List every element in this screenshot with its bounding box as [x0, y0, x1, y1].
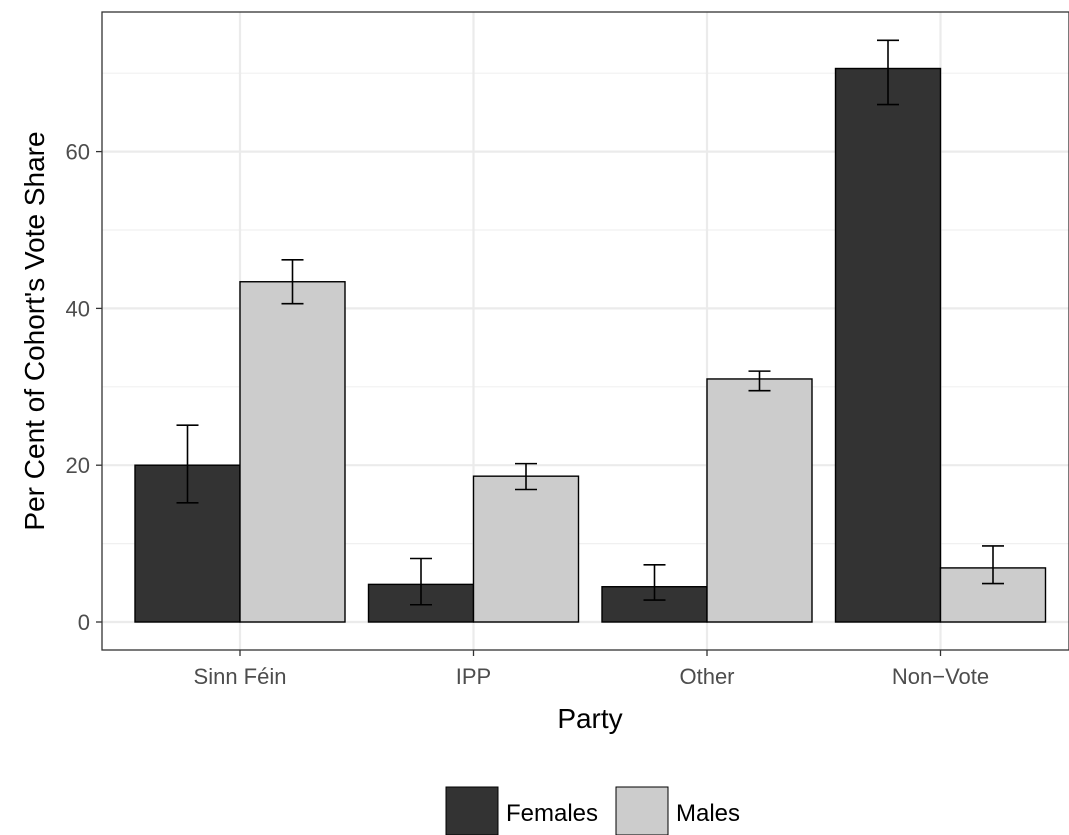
y-tick-label: 20	[66, 453, 90, 478]
bars	[134, 67, 1047, 623]
error-bar-females-ipp	[410, 557, 432, 606]
y-axis-title: Per Cent of Cohort's Vote Share	[19, 131, 50, 530]
x-axis: Sinn Féin IPP Other Non−Vote	[194, 650, 989, 689]
legend: Females Males	[445, 786, 740, 835]
error-bar-males-non-vote	[982, 545, 1004, 585]
bar-males-ipp	[472, 475, 580, 623]
error-bar-females-other	[643, 563, 666, 601]
x-tick-label-ipp: IPP	[456, 664, 491, 689]
legend-swatch-males	[615, 786, 669, 835]
x-tick-label-sinn-fein: Sinn Féin	[194, 664, 287, 689]
error-bar-females-sinn-fein	[176, 424, 199, 504]
bar-females-non-vote	[834, 67, 942, 623]
legend-label-females: Females	[506, 800, 598, 827]
x-axis-title: Party	[557, 703, 622, 734]
error-bar-males-sinn-fein	[281, 258, 304, 305]
y-tick-label: 60	[66, 140, 90, 165]
y-axis: 0 20 40 60	[66, 140, 102, 635]
bar-males-other	[706, 378, 813, 623]
legend-label-males: Males	[676, 800, 740, 827]
y-tick-label: 40	[66, 296, 90, 321]
y-tick-label: 0	[78, 610, 90, 635]
legend-swatch-females	[445, 786, 499, 835]
plot-panel-border	[101, 11, 1069, 651]
x-tick-label-other: Other	[679, 664, 734, 689]
x-tick-label-non-vote: Non−Vote	[892, 664, 989, 689]
error-bars	[176, 39, 1004, 606]
error-bar-males-ipp	[515, 462, 537, 491]
bar-males-sinn-fein	[239, 281, 346, 623]
error-bar-males-other	[748, 370, 771, 392]
error-bar-females-non-vote	[877, 39, 899, 106]
